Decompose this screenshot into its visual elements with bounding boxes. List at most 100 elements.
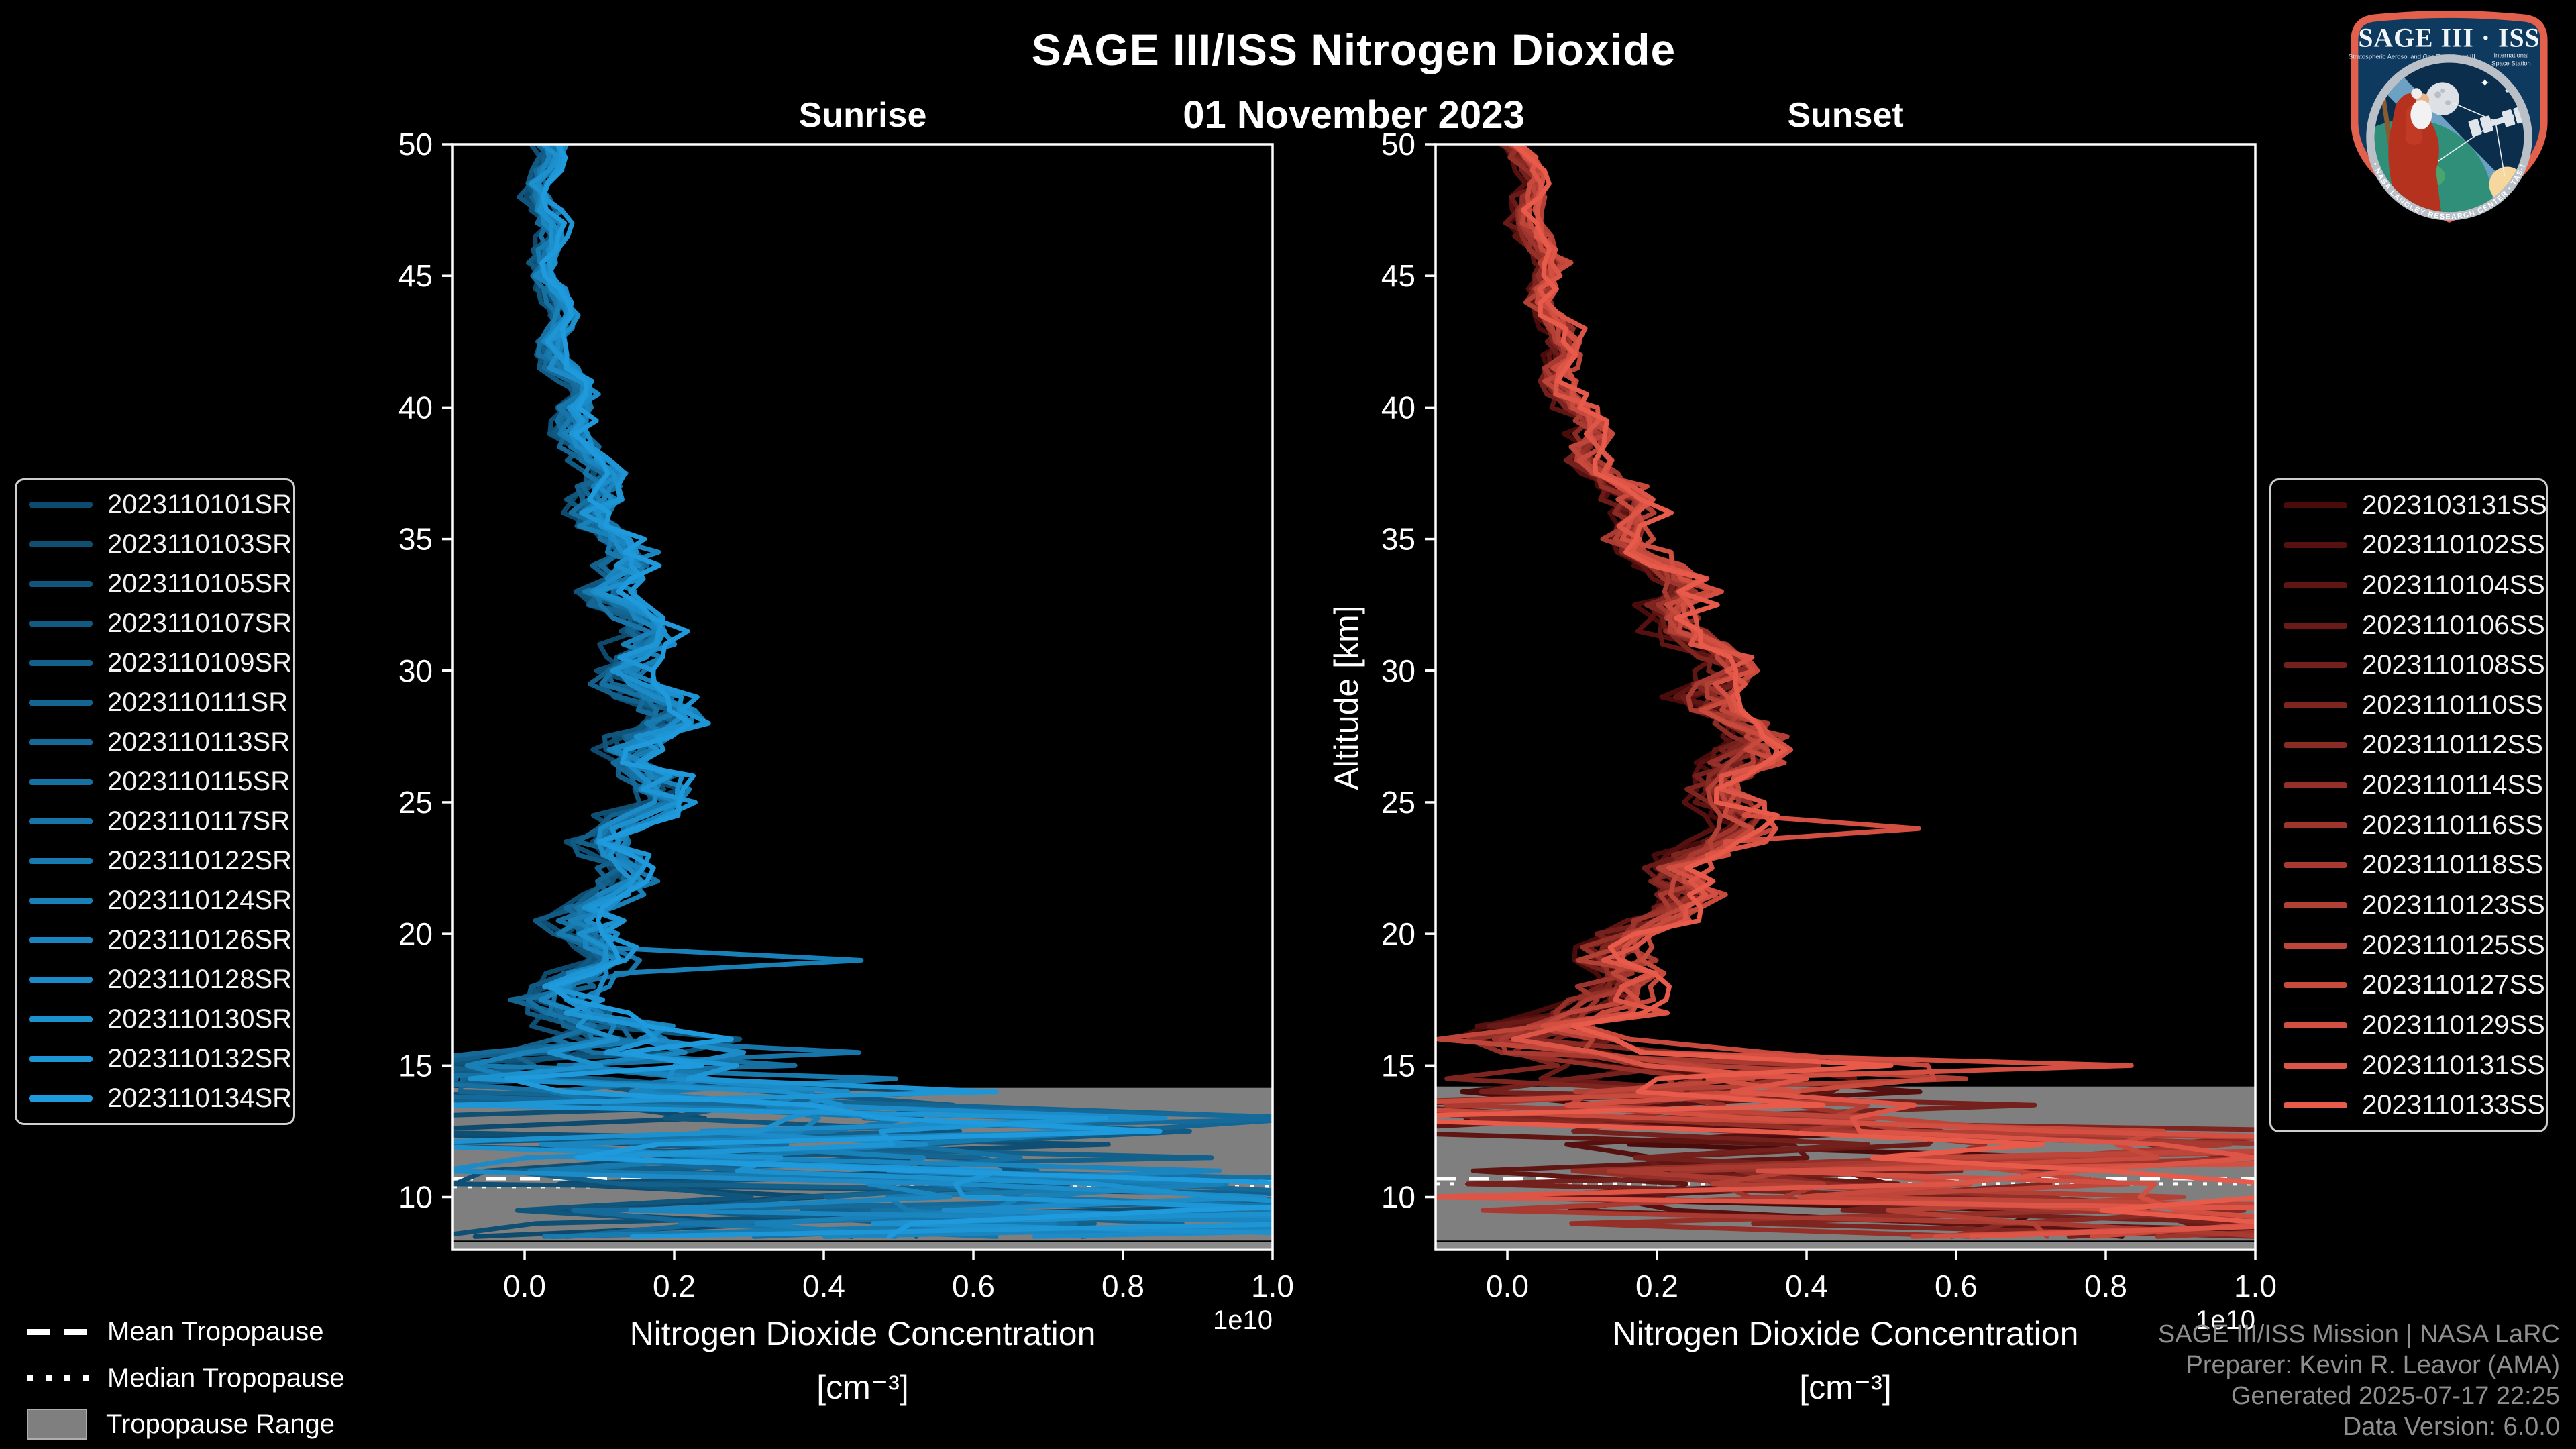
legend-series-label: 2023110132SR bbox=[107, 1044, 292, 1073]
y-tick-label: 35 bbox=[398, 522, 433, 557]
legend-line-swatch bbox=[2284, 582, 2347, 588]
legend-series-label: 2023110110SS bbox=[2362, 690, 2543, 720]
legend-series-label: 2023103131SS bbox=[2362, 490, 2547, 520]
legend-row: 2023110131SS bbox=[2271, 1051, 2546, 1081]
legend-series-label: 2023110118SS bbox=[2362, 850, 2543, 880]
legend-line-swatch bbox=[29, 818, 93, 824]
legend-series-label: 2023110126SR bbox=[107, 925, 292, 955]
legend-line-swatch bbox=[29, 898, 93, 904]
legend-row: 2023110134SR bbox=[17, 1083, 293, 1114]
logo-subtitle-right-2: Space Station bbox=[2491, 60, 2531, 67]
legend-line-swatch bbox=[29, 502, 93, 508]
x-axis-offset-text-sunrise: 1e10 bbox=[1213, 1305, 1273, 1335]
y-tick-label: 20 bbox=[398, 916, 433, 951]
legend-row: 2023110125SS bbox=[2271, 930, 2546, 961]
legend-line-swatch bbox=[29, 621, 93, 627]
legend-series-label: 2023110127SS bbox=[2362, 970, 2545, 1000]
y-tick-label: 25 bbox=[1381, 785, 1415, 820]
sunrise-panel-title: Sunrise bbox=[798, 96, 927, 135]
legend-series-label: 2023110123SS bbox=[2362, 890, 2545, 920]
legend-series-label: 2023110107SR bbox=[107, 608, 292, 638]
legend-line-swatch bbox=[2284, 622, 2347, 629]
legend-line-swatch bbox=[2284, 542, 2347, 549]
legend-series-label: 2023110104SS bbox=[2362, 570, 2545, 600]
legend-line-swatch bbox=[29, 541, 93, 547]
legend-row: 2023110122SR bbox=[17, 846, 293, 876]
legend-series-label: 2023110109SR bbox=[107, 648, 292, 678]
x-tick-label: 0.6 bbox=[1935, 1269, 1978, 1303]
page-title: SAGE III/ISS Nitrogen Dioxide bbox=[1031, 25, 1676, 74]
logo-subtitle-left: Stratospheric Aerosol and Gas Experiment… bbox=[2349, 54, 2475, 61]
legend-series-label: 2023110133SS bbox=[2362, 1090, 2545, 1120]
profile-line bbox=[504, 144, 1273, 1239]
x-axis-label-sunrise: Nitrogen Dioxide Concentration [cm⁻³] bbox=[360, 1307, 1366, 1414]
legend-line-swatch bbox=[2284, 742, 2347, 749]
y-tick-label: 45 bbox=[1381, 258, 1415, 293]
legend-line-swatch bbox=[2284, 862, 2347, 869]
footer-generated-line: Generated 2025-07-17 22:25 bbox=[2231, 1382, 2560, 1410]
y-tick-label: 40 bbox=[1381, 390, 1415, 425]
legend-row: 2023110106SS bbox=[2271, 610, 2546, 641]
legend-series-label: 2023110116SS bbox=[2362, 810, 2543, 840]
legend-row: 2023110124SR bbox=[17, 885, 293, 916]
x-tick-label: 1.0 bbox=[1251, 1269, 1294, 1303]
legend-row: 2023110115SR bbox=[17, 767, 293, 797]
x-tick-label: 0.2 bbox=[653, 1269, 696, 1303]
y-tick-label: 35 bbox=[1381, 522, 1415, 557]
median-tropopause-legend-item: Median Tropopause bbox=[20, 1354, 345, 1401]
legend-series-label: 2023110114SS bbox=[2362, 770, 2543, 800]
dotted-line-swatch bbox=[27, 1375, 89, 1381]
range-box-swatch bbox=[27, 1409, 87, 1440]
legend-line-swatch bbox=[2284, 982, 2347, 989]
legend-row: 2023110104SS bbox=[2271, 570, 2546, 600]
footer-credits: SAGE III/ISS Mission | NASA LaRC Prepare… bbox=[2158, 1319, 2560, 1442]
legend-row: 2023110107SR bbox=[17, 608, 293, 639]
legend-line-swatch bbox=[29, 779, 93, 785]
legend-line-swatch bbox=[2284, 1102, 2347, 1109]
legend-series-label: 2023110105SR bbox=[107, 569, 292, 598]
y-tick-label: 15 bbox=[1381, 1048, 1415, 1083]
legend-row: 2023110127SS bbox=[2271, 970, 2546, 1000]
legend-series-label: 2023110134SR bbox=[107, 1083, 292, 1113]
legend-row: 2023110103SR bbox=[17, 529, 293, 559]
y-tick-label: 40 bbox=[398, 390, 433, 425]
x-tick-label: 0.6 bbox=[952, 1269, 995, 1303]
legend-line-swatch bbox=[29, 700, 93, 706]
legend-row: 2023110110SS bbox=[2271, 690, 2546, 720]
legend-row: 2023110109SR bbox=[17, 648, 293, 678]
legend-series-label: 2023110106SS bbox=[2362, 610, 2545, 640]
legend-series-label: 2023110108SS bbox=[2362, 650, 2545, 680]
legend-row: 2023110105SR bbox=[17, 569, 293, 599]
x-tick-label: 0.0 bbox=[503, 1269, 546, 1303]
legend-line-swatch bbox=[2284, 902, 2347, 909]
legend-line-swatch bbox=[2284, 502, 2347, 508]
legend-row: 2023103131SS bbox=[2271, 490, 2547, 521]
x-axis-label-line1: Nitrogen Dioxide Concentration bbox=[629, 1315, 1096, 1352]
logo-title-text: SAGE III · ISS bbox=[2358, 23, 2540, 53]
legend-line-swatch bbox=[29, 1056, 93, 1062]
mean-tropopause-legend-item: Mean Tropopause bbox=[20, 1308, 323, 1355]
x-tick-label: 0.0 bbox=[1486, 1269, 1529, 1303]
tropopause-range-legend-item: Tropopause Range bbox=[20, 1401, 335, 1448]
x-axis-offset-text-sunset: 1e10 bbox=[2196, 1305, 2255, 1335]
moon bbox=[2426, 82, 2459, 116]
legend-series-label: 2023110122SR bbox=[107, 846, 292, 875]
sunset-series-legend: 2023103131SS 2023110102SS 2023110104SS 2023… bbox=[2269, 478, 2548, 1132]
footer-version-line: Data Version: 6.0.0 bbox=[2343, 1413, 2560, 1441]
legend-series-label: 2023110113SR bbox=[107, 727, 290, 757]
legend-series-label: 2023110103SR bbox=[107, 529, 292, 559]
legend-row: 2023110133SS bbox=[2271, 1090, 2546, 1120]
x-tick-label: 0.4 bbox=[1785, 1269, 1828, 1303]
legend-row: 2023110128SR bbox=[17, 965, 293, 995]
legend-row: 2023110112SS bbox=[2271, 730, 2546, 760]
legend-row: 2023110102SS bbox=[2271, 530, 2546, 560]
legend-series-label: 2023110112SS bbox=[2362, 730, 2543, 760]
legend-row: 2023110116SS bbox=[2271, 810, 2546, 841]
y-tick-label: 50 bbox=[398, 127, 433, 162]
tropopause-range-label: Tropopause Range bbox=[106, 1409, 335, 1439]
y-tick-label: 15 bbox=[398, 1048, 433, 1083]
legend-series-label: 2023110128SR bbox=[107, 965, 292, 994]
star-icon: ✦ bbox=[2504, 87, 2510, 95]
